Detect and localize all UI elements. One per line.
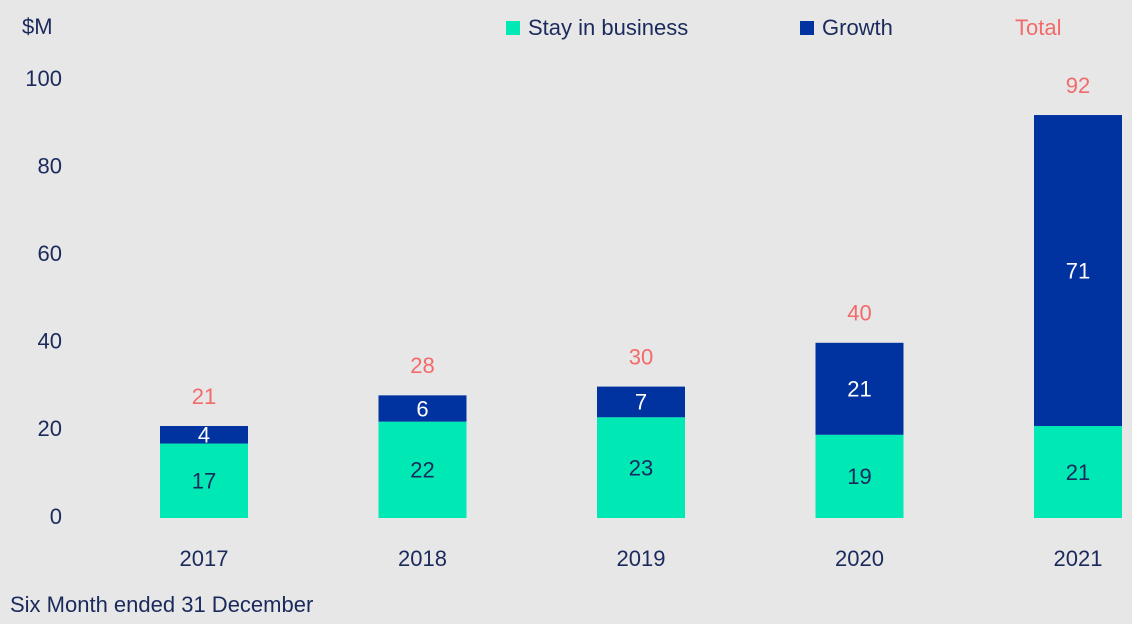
bar-segment [378,421,467,518]
y-tick-label: 80 [38,153,62,178]
bar-segment [815,434,904,518]
data-label: 21 [1066,460,1090,485]
total-label: 92 [1066,73,1090,98]
legend-label: Total [1015,15,1061,40]
data-label: 17 [192,469,216,494]
y-tick-label: 20 [38,416,62,441]
y-tick-label: 60 [38,241,62,266]
data-label: 6 [416,396,428,421]
bar-segment [815,342,904,435]
total-label: 40 [847,301,871,326]
data-label: 7 [635,390,647,415]
y-tick-label: 0 [50,504,62,529]
data-label: 21 [847,377,871,402]
data-label: 22 [410,458,434,483]
y-tick-label: 40 [38,329,62,354]
x-tick-label: 2019 [617,546,666,571]
x-tick-label: 2020 [835,546,884,571]
legend-swatch [506,21,520,35]
legend-label: Growth [822,15,893,40]
total-label: 30 [629,344,653,369]
bar-segment [597,417,685,518]
x-axis-label: Six Month ended 31 December [10,592,313,617]
y-axis-label: $M [22,14,53,39]
y-tick-label: 100 [25,66,62,91]
legend-label: Stay in business [528,15,688,40]
x-tick-label: 2018 [398,546,447,571]
bar-segment [1034,115,1122,427]
bar-segment [160,443,248,518]
data-label: 19 [847,464,871,489]
bar-segment [378,395,467,422]
data-label: 4 [198,423,210,448]
total-label: 21 [192,384,216,409]
bar-segment [1034,426,1122,518]
x-tick-label: 2021 [1054,546,1103,571]
legend-swatch [800,21,814,35]
bar-segment [597,386,685,418]
data-label: 23 [629,455,653,480]
x-tick-label: 2017 [180,546,229,571]
bar-segment [160,426,248,444]
data-label: 71 [1066,258,1090,283]
total-label: 28 [410,353,434,378]
